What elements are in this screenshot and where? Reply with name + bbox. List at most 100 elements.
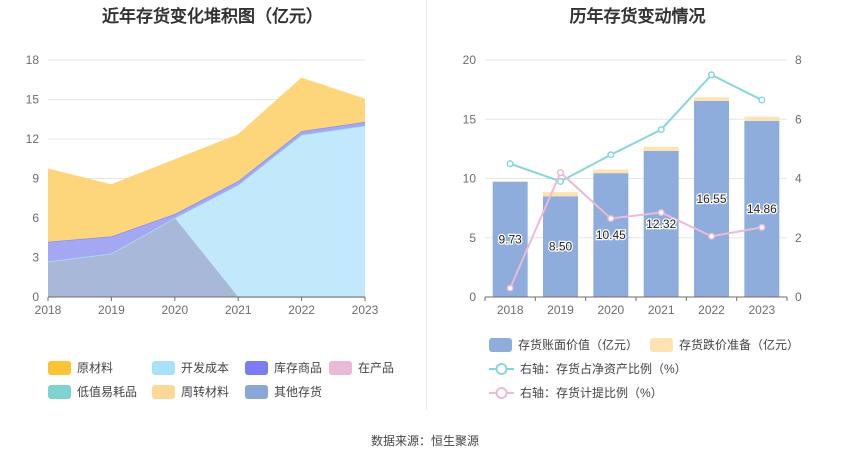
bar-book-value-2021 <box>643 151 679 297</box>
line-series-2 <box>509 170 763 289</box>
left-legend-item[interactable]: 开发成本 <box>152 359 229 376</box>
line-point-2-2018 <box>506 284 514 292</box>
data-source-note: 数据来源：恒生聚源 <box>370 434 479 448</box>
legend-label: 右轴：存货占净资产比例（%） <box>520 362 687 376</box>
left-y-tick-label: 18 <box>26 53 40 67</box>
legend-swatch <box>489 337 512 352</box>
left-legend-item[interactable]: 原材料 <box>48 359 113 376</box>
legend-swatch <box>489 362 514 375</box>
line-point-2-2019 <box>556 169 565 177</box>
right-y-tick-label: 10 <box>463 172 477 186</box>
left-y-tick-label: 6 <box>32 211 39 225</box>
area-2 <box>48 125 365 297</box>
left-legend-item[interactable]: 周转材料 <box>152 383 229 400</box>
line-point-1-2022 <box>707 71 716 79</box>
legend-swatch <box>48 360 71 375</box>
legend-label: 周转材料 <box>181 385 230 399</box>
legend-label: 存货跌价准备（亿元） <box>679 338 800 352</box>
bar-value-label: 9.73 <box>498 232 522 246</box>
left-y-tick-label: 9 <box>32 172 39 186</box>
bar-book-value-2020 <box>593 173 629 297</box>
bar-value-label: 8.50 <box>549 240 573 254</box>
line-point-2-2022 <box>707 232 716 240</box>
legend-label: 低值易耗品 <box>77 385 138 399</box>
line-point-2-2020 <box>607 214 615 223</box>
bar-value-label: 16.55 <box>696 192 726 206</box>
legend-swatch <box>245 384 268 399</box>
left-y-tick-label: 12 <box>26 132 40 146</box>
bar-book-value-2023 <box>744 120 780 297</box>
line-series-1 <box>509 73 763 183</box>
bar-value-label: 12.32 <box>646 217 676 231</box>
bar-book-value-2022 <box>694 100 729 297</box>
bar-book-value-2019 <box>543 196 578 297</box>
left-x-tick-label: 2021 <box>225 303 252 317</box>
bar-provision-2021 <box>643 146 679 152</box>
legend-label: 库存商品 <box>274 361 323 375</box>
left-x-tick-label: 2018 <box>35 303 62 317</box>
legend-label: 原材料 <box>77 361 114 375</box>
right-legend-item[interactable]: 右轴：存货计提比例（%） <box>489 384 663 401</box>
left-legend-item[interactable]: 低值易耗品 <box>48 383 137 400</box>
right-x-tick-label: 2019 <box>547 303 574 317</box>
legend-label: 存货账面价值（亿元） <box>518 338 639 352</box>
line-point-2-2023 <box>758 223 766 231</box>
bar-value-label: 10.45 <box>596 228 626 242</box>
right-y2-tick-label: 8 <box>795 53 802 67</box>
line-point-1-2023 <box>758 96 766 104</box>
legend-swatch <box>152 384 175 399</box>
right-y-tick-label: 5 <box>469 231 476 245</box>
right-y-tick-label: 15 <box>463 112 477 126</box>
right-x-tick-label: 2023 <box>748 303 775 317</box>
right-x-tick-label: 2022 <box>698 303 725 317</box>
legend-label: 在产品 <box>358 361 395 375</box>
line-point-2-2021 <box>657 209 665 217</box>
right-legend-item[interactable]: 存货账面价值（亿元） <box>489 336 638 353</box>
left-y-tick-label: 0 <box>32 290 39 304</box>
left-x-tick-label: 2023 <box>352 303 379 317</box>
legend-label: 开发成本 <box>181 361 230 375</box>
right-x-tick-label: 2020 <box>597 303 624 317</box>
right-y2-tick-label: 6 <box>795 112 802 126</box>
panel-divider <box>426 0 427 410</box>
area-4 <box>48 78 365 242</box>
right-x-tick-label: 2021 <box>648 303 675 317</box>
legend-swatch <box>152 360 175 375</box>
legend-swatch <box>48 384 71 399</box>
bar-value-label: 14.86 <box>747 202 777 216</box>
right-y2-tick-label: 0 <box>795 290 802 304</box>
line-point-1-2021 <box>657 126 665 134</box>
line-point-1-2018 <box>506 160 514 168</box>
left-x-tick-label: 2020 <box>161 303 188 317</box>
left-y-tick-label: 15 <box>26 93 40 107</box>
right-x-tick-label: 2018 <box>497 303 524 317</box>
area-3 <box>48 121 365 262</box>
legend-swatch <box>245 360 268 375</box>
left-x-tick-label: 2022 <box>288 303 315 317</box>
right-y2-tick-label: 2 <box>795 231 802 245</box>
bar-book-value-2018 <box>492 181 528 297</box>
right-legend-item[interactable]: 右轴：存货占净资产比例（%） <box>489 360 687 377</box>
bar-provision-2019 <box>543 192 578 197</box>
area-edge-4 <box>47 77 366 186</box>
legend-label: 右轴：存货计提比例（%） <box>520 386 663 400</box>
right-y2-tick-label: 4 <box>795 172 802 186</box>
left-legend-item[interactable]: 其他存货 <box>245 383 322 400</box>
right-legend-item[interactable]: 存货跌价准备（亿元） <box>650 336 799 353</box>
legend-swatch <box>650 337 673 352</box>
legend-label: 其他存货 <box>274 385 323 399</box>
legend-swatch <box>329 360 352 375</box>
bar-provision-2023 <box>744 116 780 121</box>
bar-provision-2020 <box>593 169 629 174</box>
bar-provision-2022 <box>694 97 729 101</box>
left-legend-item[interactable]: 库存商品 <box>245 359 322 376</box>
right-y-tick-label: 20 <box>463 53 477 67</box>
left-chart-title: 近年存货变化堆积图（亿元） <box>102 7 323 26</box>
right-chart-title: 历年存货变动情况 <box>569 7 706 26</box>
right-y-tick-label: 0 <box>469 290 476 304</box>
left-x-tick-label: 2019 <box>98 303 125 317</box>
line-point-1-2020 <box>607 151 615 159</box>
legend-swatch <box>489 386 514 399</box>
left-legend-item[interactable]: 在产品 <box>329 359 394 376</box>
